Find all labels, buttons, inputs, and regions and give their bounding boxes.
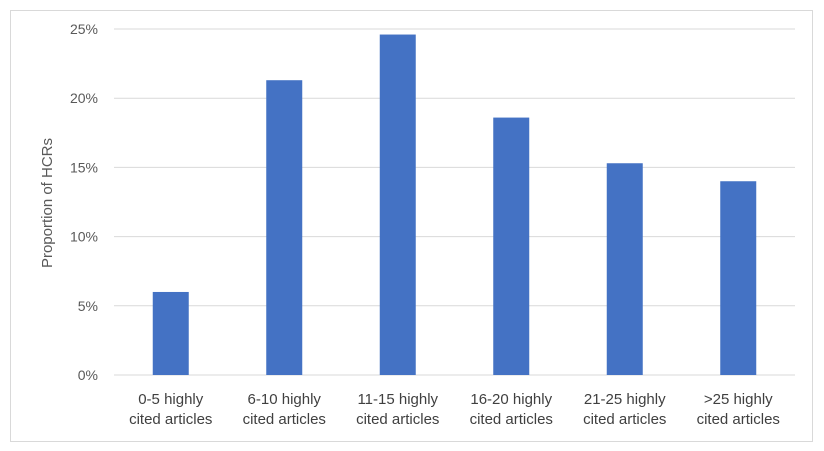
y-tick-label: 20% (70, 90, 98, 106)
x-category-label: 21-25 highly cited articles (583, 391, 666, 428)
x-category-labels: 0-5 highly cited articles 6-10 highly cited… (129, 391, 780, 428)
bar (493, 117, 530, 376)
bar (606, 163, 643, 375)
y-tick-label: 5% (78, 298, 98, 314)
x-category-label: 0-5 highly cited articles (129, 391, 212, 428)
x-category-label: >25 highly cited articles (697, 391, 780, 428)
x-category-label: 6-10 highly cited articles (243, 391, 326, 428)
x-category-label: 16-20 highly cited articles (470, 391, 553, 428)
y-tick-labels: 0% 5% 10% 15% 20% 25% (70, 21, 98, 383)
bars (152, 34, 757, 376)
x-category-label: 11-15 highly cited articles (356, 391, 439, 428)
y-tick-label: 15% (70, 159, 98, 175)
y-tick-label: 10% (70, 229, 98, 245)
y-tick-label: 0% (78, 367, 98, 383)
y-axis-label: Proportion of HCRs (39, 138, 56, 268)
bar (266, 80, 303, 375)
bar (379, 34, 416, 375)
y-tick-label: 25% (70, 21, 98, 37)
bar (720, 181, 757, 375)
gridlines (114, 28, 795, 376)
bar (152, 291, 189, 375)
